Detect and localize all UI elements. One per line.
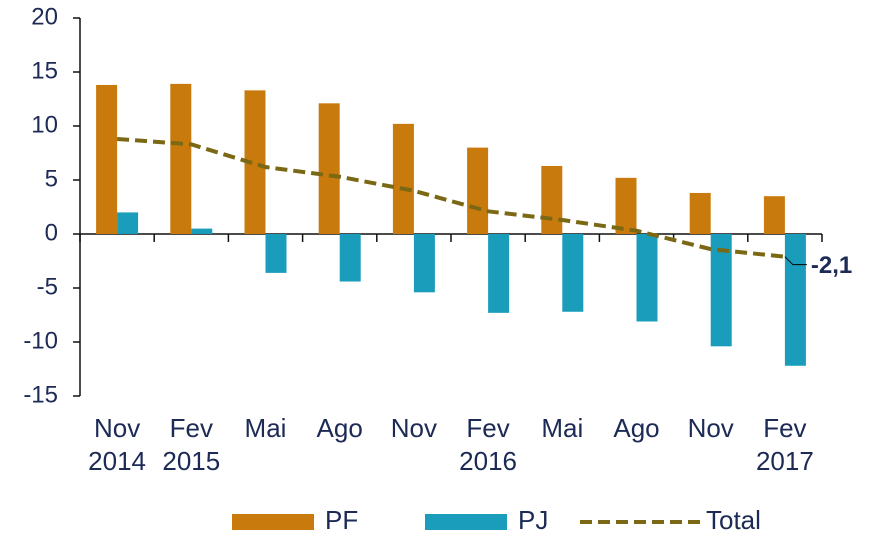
x-tick-label: Ago (613, 413, 660, 443)
x-tick-label-box: Fev 2015 (162, 413, 221, 476)
bar (784, 234, 806, 366)
y-tick-label: -5 (37, 273, 58, 300)
bar (710, 234, 732, 347)
x-tick-label: Nov 2014 (88, 413, 147, 476)
bar (117, 212, 139, 234)
legend-label: Total (706, 505, 761, 535)
x-tick-label-box: Nov 2014 (88, 413, 147, 476)
bar (318, 103, 340, 234)
bar (562, 234, 584, 312)
x-tick-label: Mai (244, 413, 287, 443)
y-tick-label: 5 (45, 165, 58, 192)
bar (467, 147, 489, 234)
x-tick-label: Mai (541, 413, 584, 443)
x-tick-label-box: Ago (613, 413, 660, 443)
x-tick-label-box: Fev 2017 (755, 413, 814, 476)
y-tick-label: 0 (45, 219, 58, 246)
x-tick-label-box: Nov (687, 413, 734, 443)
x-tick-label: Fev 2017 (755, 413, 814, 476)
bar (191, 228, 213, 234)
bar (265, 234, 287, 273)
bar (339, 234, 361, 282)
x-tick-label-box: Mai (244, 413, 287, 443)
y-tick-label: 15 (31, 57, 58, 84)
bar (541, 165, 563, 234)
y-tick-label: 20 (31, 3, 58, 30)
bar (170, 83, 192, 234)
x-tick-label: Nov (390, 413, 438, 443)
y-tick-label: -15 (23, 381, 58, 408)
x-tick-label: Ago (316, 413, 363, 443)
x-tick-label-box: Nov (390, 413, 438, 443)
bar (615, 177, 637, 234)
legend-swatch (232, 514, 314, 530)
bar (763, 196, 785, 234)
leader-line (784, 256, 807, 266)
y-tick-label: 10 (31, 111, 58, 138)
bar (244, 90, 266, 234)
bar (413, 234, 435, 293)
bar (96, 84, 118, 235)
x-tick-label: Nov (687, 413, 734, 443)
legend-label: PJ (518, 505, 548, 535)
legend-swatch (425, 514, 507, 530)
bar (392, 123, 414, 234)
data-label: -2,1 (811, 252, 852, 279)
x-tick-label-box: Mai (541, 413, 584, 443)
x-tick-label-box: Ago (316, 413, 363, 443)
bar (636, 234, 658, 322)
bar (488, 234, 510, 313)
legend-label: PF (325, 505, 358, 535)
line (116, 136, 786, 259)
x-tick-label: Fev 2016 (459, 413, 518, 476)
y-tick-label: -10 (23, 327, 58, 354)
x-tick-label-box: Fev 2016 (459, 413, 518, 476)
x-tick-label: Fev 2015 (162, 413, 221, 476)
bar (689, 192, 711, 234)
